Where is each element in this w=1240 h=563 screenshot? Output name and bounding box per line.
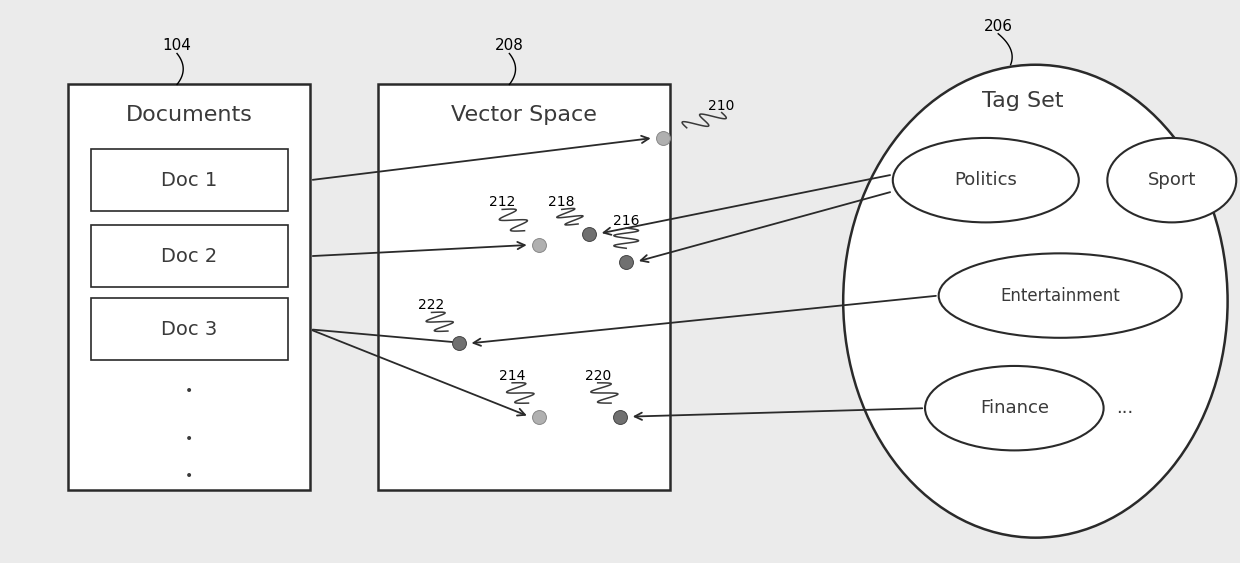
FancyBboxPatch shape [91,225,288,287]
Text: Doc 3: Doc 3 [161,320,217,339]
FancyBboxPatch shape [378,84,670,490]
Text: 216: 216 [613,214,640,228]
Text: ...: ... [1116,399,1133,417]
Text: 212: 212 [489,195,516,209]
Ellipse shape [939,253,1182,338]
Point [529,412,549,421]
FancyBboxPatch shape [91,298,288,360]
Text: •: • [185,385,193,398]
Text: 218: 218 [548,195,575,209]
Ellipse shape [1107,138,1236,222]
Ellipse shape [843,65,1228,538]
Text: Entertainment: Entertainment [1001,287,1120,305]
Point [616,257,636,266]
Text: 208: 208 [495,38,523,53]
Point [610,412,630,421]
Text: 104: 104 [162,38,191,53]
FancyBboxPatch shape [68,84,310,490]
Ellipse shape [925,366,1104,450]
Text: Finance: Finance [980,399,1049,417]
Text: Tag Set: Tag Set [982,91,1064,111]
Text: •: • [185,469,193,482]
Text: Vector Space: Vector Space [451,105,596,126]
Point [653,133,673,142]
Text: •: • [185,432,193,446]
Text: Doc 1: Doc 1 [161,171,217,190]
Ellipse shape [893,138,1079,222]
Text: 214: 214 [498,369,526,383]
Text: Politics: Politics [955,171,1017,189]
Text: Documents: Documents [125,105,253,126]
Text: Doc 2: Doc 2 [161,247,217,266]
Text: Sport: Sport [1147,171,1197,189]
Text: 220: 220 [584,369,611,383]
Point [579,229,599,238]
Point [529,240,549,249]
Text: 222: 222 [418,298,445,312]
Point [449,339,469,348]
Text: 206: 206 [983,19,1013,34]
Text: 210: 210 [708,99,735,113]
FancyBboxPatch shape [91,149,288,211]
